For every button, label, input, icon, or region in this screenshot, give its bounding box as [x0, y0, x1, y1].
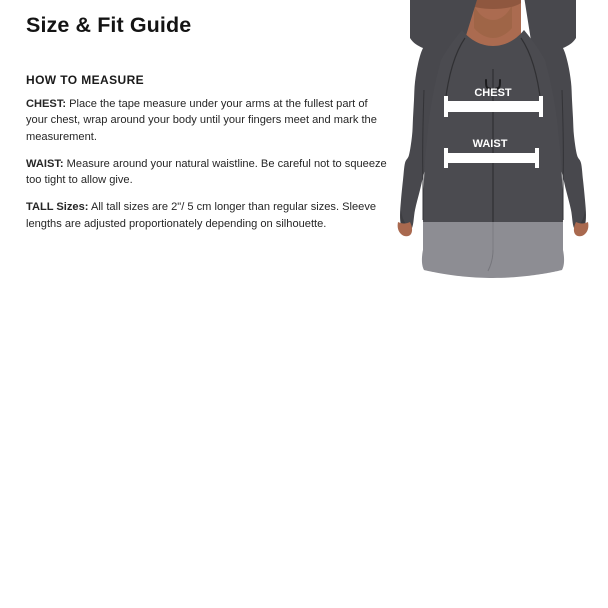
- svg-text:CHEST: CHEST: [474, 87, 512, 99]
- svg-text:WAIST: WAIST: [473, 138, 508, 150]
